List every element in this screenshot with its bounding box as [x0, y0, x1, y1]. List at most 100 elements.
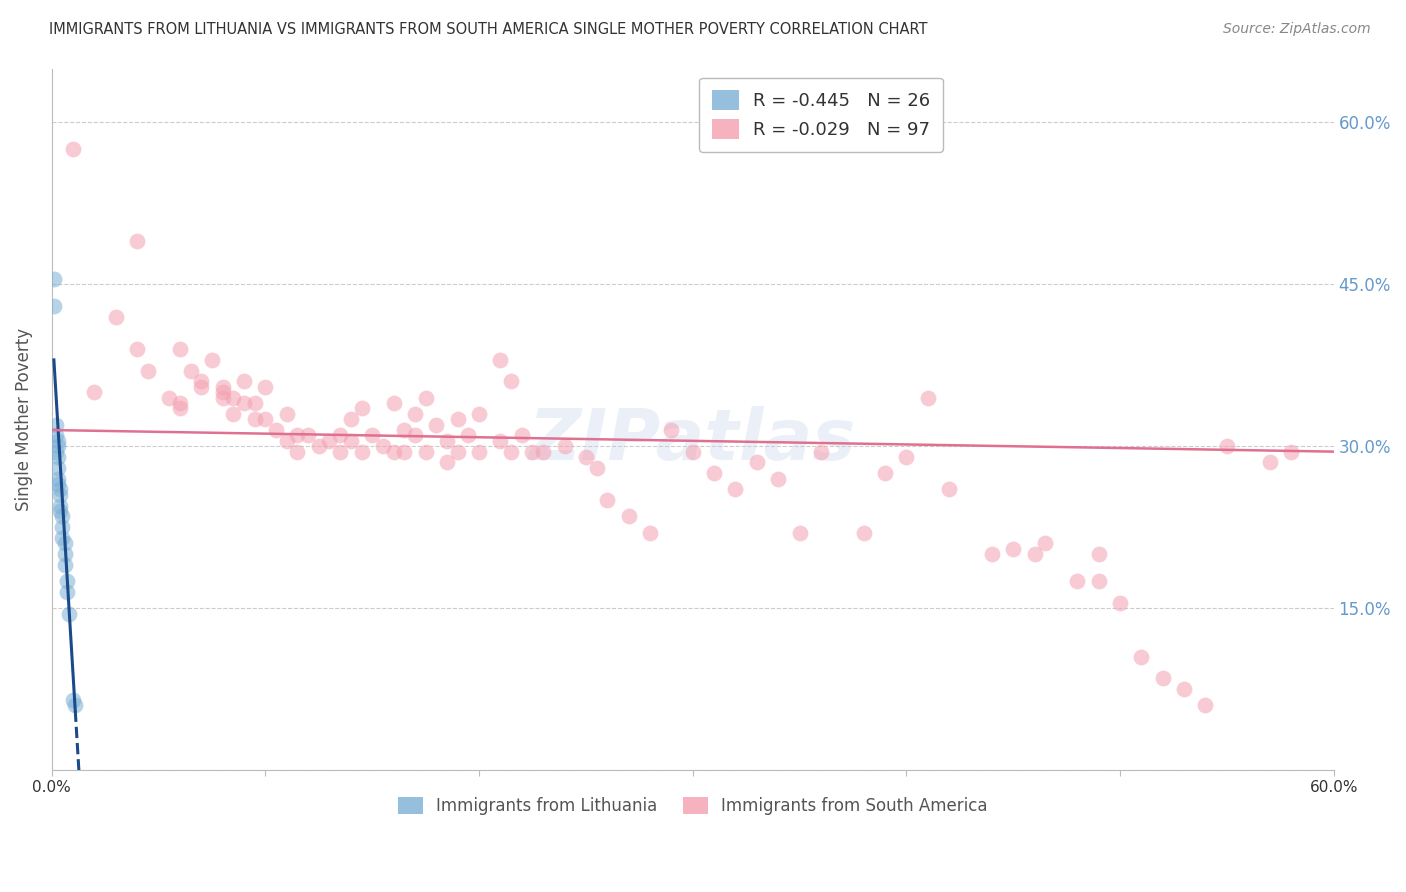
- Point: [724, 483, 747, 497]
- Point: [46, 477, 69, 491]
- Point: [703, 467, 725, 481]
- Point: [157, 391, 180, 405]
- Point: [329, 444, 352, 458]
- Point: [852, 525, 875, 540]
- Point: [46, 472, 69, 486]
- Point: [83, 385, 105, 400]
- Point: [211, 391, 233, 405]
- Point: [201, 352, 224, 367]
- Point: [468, 407, 491, 421]
- Point: [276, 434, 298, 448]
- Point: [264, 423, 287, 437]
- Point: [404, 407, 426, 421]
- Point: [404, 428, 426, 442]
- Point: [766, 472, 789, 486]
- Point: [1152, 671, 1174, 685]
- Point: [169, 401, 191, 416]
- Point: [127, 342, 149, 356]
- Point: [436, 434, 458, 448]
- Point: [169, 396, 191, 410]
- Point: [873, 467, 896, 481]
- Point: [62, 143, 84, 157]
- Point: [287, 428, 309, 442]
- Point: [1024, 547, 1046, 561]
- Point: [308, 439, 330, 453]
- Point: [350, 444, 373, 458]
- Point: [596, 493, 619, 508]
- Point: [233, 375, 256, 389]
- Point: [211, 385, 233, 400]
- Point: [127, 234, 149, 248]
- Point: [53, 536, 76, 550]
- Point: [211, 380, 233, 394]
- Point: [457, 428, 479, 442]
- Point: [1033, 536, 1056, 550]
- Point: [190, 380, 212, 394]
- Point: [585, 460, 607, 475]
- Point: [510, 428, 533, 442]
- Text: IMMIGRANTS FROM LITHUANIA VS IMMIGRANTS FROM SOUTH AMERICA SINGLE MOTHER POVERTY: IMMIGRANTS FROM LITHUANIA VS IMMIGRANTS …: [49, 22, 928, 37]
- Text: ZIPatlas: ZIPatlas: [529, 406, 856, 475]
- Point: [394, 423, 416, 437]
- Text: Source: ZipAtlas.com: Source: ZipAtlas.com: [1223, 22, 1371, 37]
- Point: [531, 444, 554, 458]
- Point: [1173, 681, 1195, 696]
- Point: [55, 574, 77, 589]
- Point: [45, 444, 67, 458]
- Point: [340, 412, 363, 426]
- Point: [489, 352, 512, 367]
- Point: [51, 520, 73, 534]
- Point: [447, 444, 470, 458]
- Point: [53, 547, 76, 561]
- Point: [617, 509, 640, 524]
- Point: [382, 444, 405, 458]
- Point: [297, 428, 319, 442]
- Point: [896, 450, 918, 464]
- Point: [287, 444, 309, 458]
- Point: [436, 455, 458, 469]
- Point: [329, 428, 352, 442]
- Point: [1130, 649, 1153, 664]
- Point: [222, 391, 245, 405]
- Point: [468, 444, 491, 458]
- Y-axis label: Single Mother Poverty: Single Mother Poverty: [15, 327, 32, 511]
- Point: [46, 434, 69, 448]
- Point: [62, 693, 84, 707]
- Point: [1002, 541, 1025, 556]
- Point: [190, 375, 212, 389]
- Point: [415, 391, 437, 405]
- Point: [46, 460, 69, 475]
- Point: [371, 439, 394, 453]
- Point: [55, 585, 77, 599]
- Point: [46, 450, 69, 464]
- Point: [1279, 444, 1302, 458]
- Legend: Immigrants from Lithuania, Immigrants from South America: Immigrants from Lithuania, Immigrants fr…: [388, 787, 997, 825]
- Point: [318, 434, 340, 448]
- Point: [45, 428, 67, 442]
- Point: [415, 444, 437, 458]
- Point: [180, 364, 202, 378]
- Point: [501, 444, 523, 458]
- Point: [340, 434, 363, 448]
- Point: [51, 509, 73, 524]
- Point: [1258, 455, 1281, 469]
- Point: [243, 396, 266, 410]
- Point: [58, 607, 80, 621]
- Point: [104, 310, 127, 324]
- Point: [745, 455, 768, 469]
- Point: [350, 401, 373, 416]
- Point: [638, 525, 661, 540]
- Point: [1066, 574, 1088, 589]
- Point: [254, 412, 277, 426]
- Point: [276, 407, 298, 421]
- Point: [1109, 596, 1132, 610]
- Point: [53, 558, 76, 572]
- Point: [65, 698, 87, 713]
- Point: [917, 391, 939, 405]
- Point: [49, 488, 72, 502]
- Point: [501, 375, 523, 389]
- Point: [425, 417, 447, 432]
- Point: [394, 444, 416, 458]
- Point: [254, 380, 277, 394]
- Point: [49, 504, 72, 518]
